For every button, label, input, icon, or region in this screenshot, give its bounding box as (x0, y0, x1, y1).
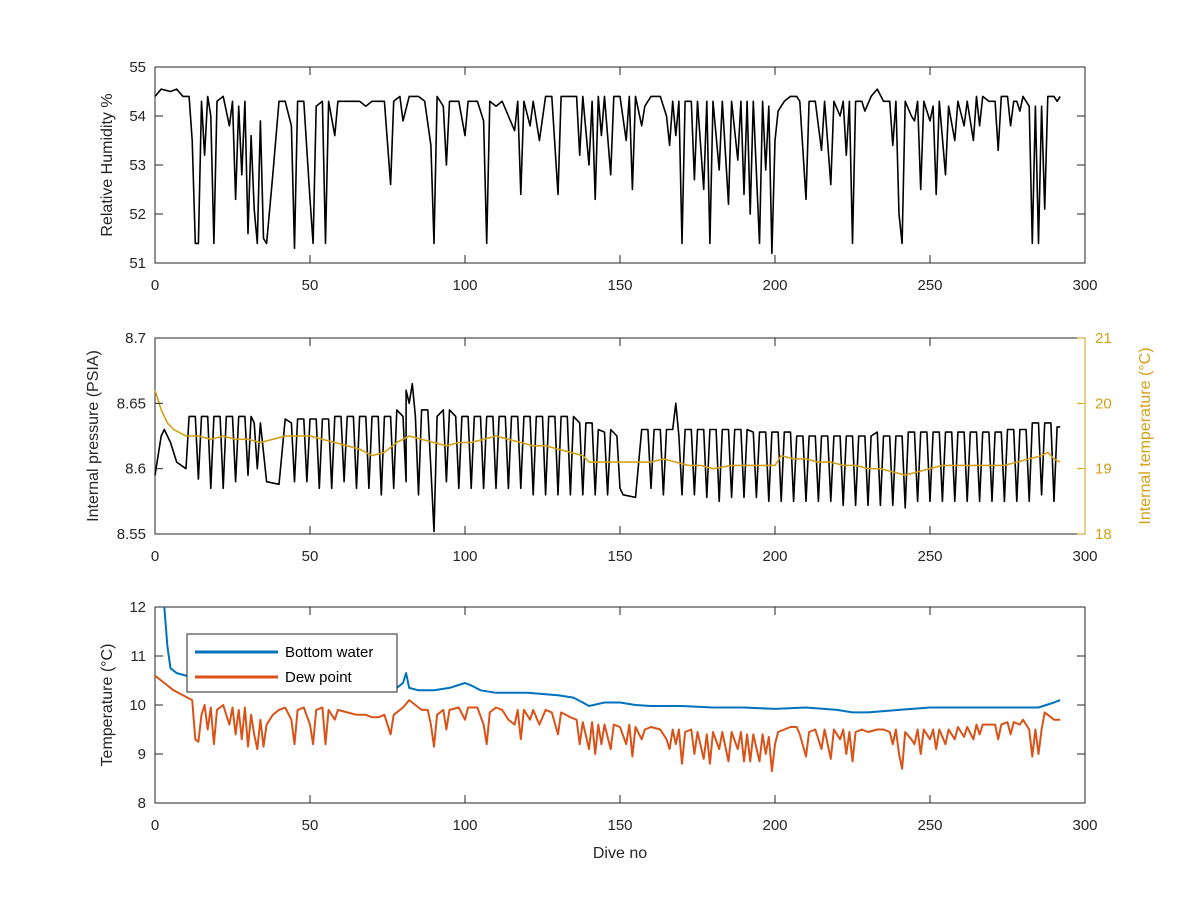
y-tick-label: 55 (129, 59, 146, 76)
humidity-y-axis-label: Relative Humidity % (99, 93, 116, 236)
internal-temperature-y-axis-label: Internal temperature (°C) (1137, 347, 1154, 524)
y-tick-label: 8.7 (125, 330, 146, 347)
x-tick-label: 300 (1072, 277, 1097, 294)
y2-tick-label: 18 (1095, 526, 1112, 543)
y2-tick-label: 21 (1095, 330, 1112, 347)
y-tick-label: 8.55 (117, 526, 146, 543)
x-tick-label: 250 (917, 548, 942, 565)
humidity-panel: 0 50 100 150 200 250 300 51 52 53 54 55 Relative Hu… (99, 59, 1098, 294)
x-tick-label: 100 (452, 548, 477, 565)
legend: Bottom water Dew point (186, 633, 398, 693)
y-tick-label: 51 (129, 255, 146, 272)
pressure-ticks: 0 50 100 150 200 250 300 8.55 8.6 8.65 8.7 18 19 20 21 (117, 330, 1112, 565)
pressure-series-group (154, 382, 1061, 533)
y-tick-label: 10 (129, 697, 146, 714)
y2-tick-label: 20 (1095, 395, 1112, 412)
temperature-x-axis-label: Dive no (593, 845, 647, 862)
x-tick-label: 50 (302, 817, 319, 834)
series-0-line (154, 88, 1061, 254)
x-tick-label: 300 (1072, 817, 1097, 834)
y-tick-label: 8.65 (117, 395, 146, 412)
x-tick-label: 0 (151, 817, 159, 834)
pressure-panel: 0 50 100 150 200 250 300 8.55 8.6 8.65 8.7 18 19 20 21… (85, 330, 1154, 565)
x-tick-label: 50 (302, 277, 319, 294)
legend-label-bottom-water: Bottom water (285, 644, 373, 661)
legend-box (186, 633, 398, 693)
temperature-ticks: 0 50 100 150 200 250 300 8 9 10 11 12 (129, 599, 1097, 834)
x-tick-label: 250 (917, 817, 942, 834)
pressure-y-axis-label: Internal pressure (PSIA) (85, 350, 102, 522)
y2-tick-label: 19 (1095, 461, 1112, 478)
x-tick-label: 50 (302, 548, 319, 565)
x-tick-label: 200 (762, 277, 787, 294)
x-tick-label: 200 (762, 548, 787, 565)
temperature-panel: 0 50 100 150 200 250 300 8 9 10 11 12 Temperature (… (99, 599, 1098, 862)
x-tick-label: 0 (151, 548, 159, 565)
y-tick-label: 8.6 (125, 461, 146, 478)
x-tick-label: 0 (151, 277, 159, 294)
dew-point-line (154, 674, 1061, 773)
y-tick-label: 53 (129, 157, 146, 174)
x-tick-label: 300 (1072, 548, 1097, 565)
x-tick-label: 150 (607, 548, 632, 565)
x-tick-label: 100 (452, 817, 477, 834)
y-tick-label: 12 (129, 599, 146, 616)
x-tick-label: 100 (452, 277, 477, 294)
x-tick-label: 150 (607, 817, 632, 834)
temperature-y-axis-label: Temperature (°C) (99, 644, 116, 767)
x-tick-label: 250 (917, 277, 942, 294)
y-tick-label: 54 (129, 108, 146, 125)
y-tick-label: 52 (129, 206, 146, 223)
y-tick-label: 9 (138, 746, 146, 763)
x-tick-label: 150 (607, 277, 632, 294)
humidity-ticks: 0 50 100 150 200 250 300 51 52 53 54 55 (129, 59, 1097, 294)
y-tick-label: 8 (138, 795, 146, 812)
humidity-series-group (154, 88, 1061, 254)
series-1-line (154, 390, 1061, 477)
y-tick-label: 11 (130, 648, 146, 665)
legend-label-dew-point: Dew point (285, 669, 353, 686)
x-tick-label: 200 (762, 817, 787, 834)
